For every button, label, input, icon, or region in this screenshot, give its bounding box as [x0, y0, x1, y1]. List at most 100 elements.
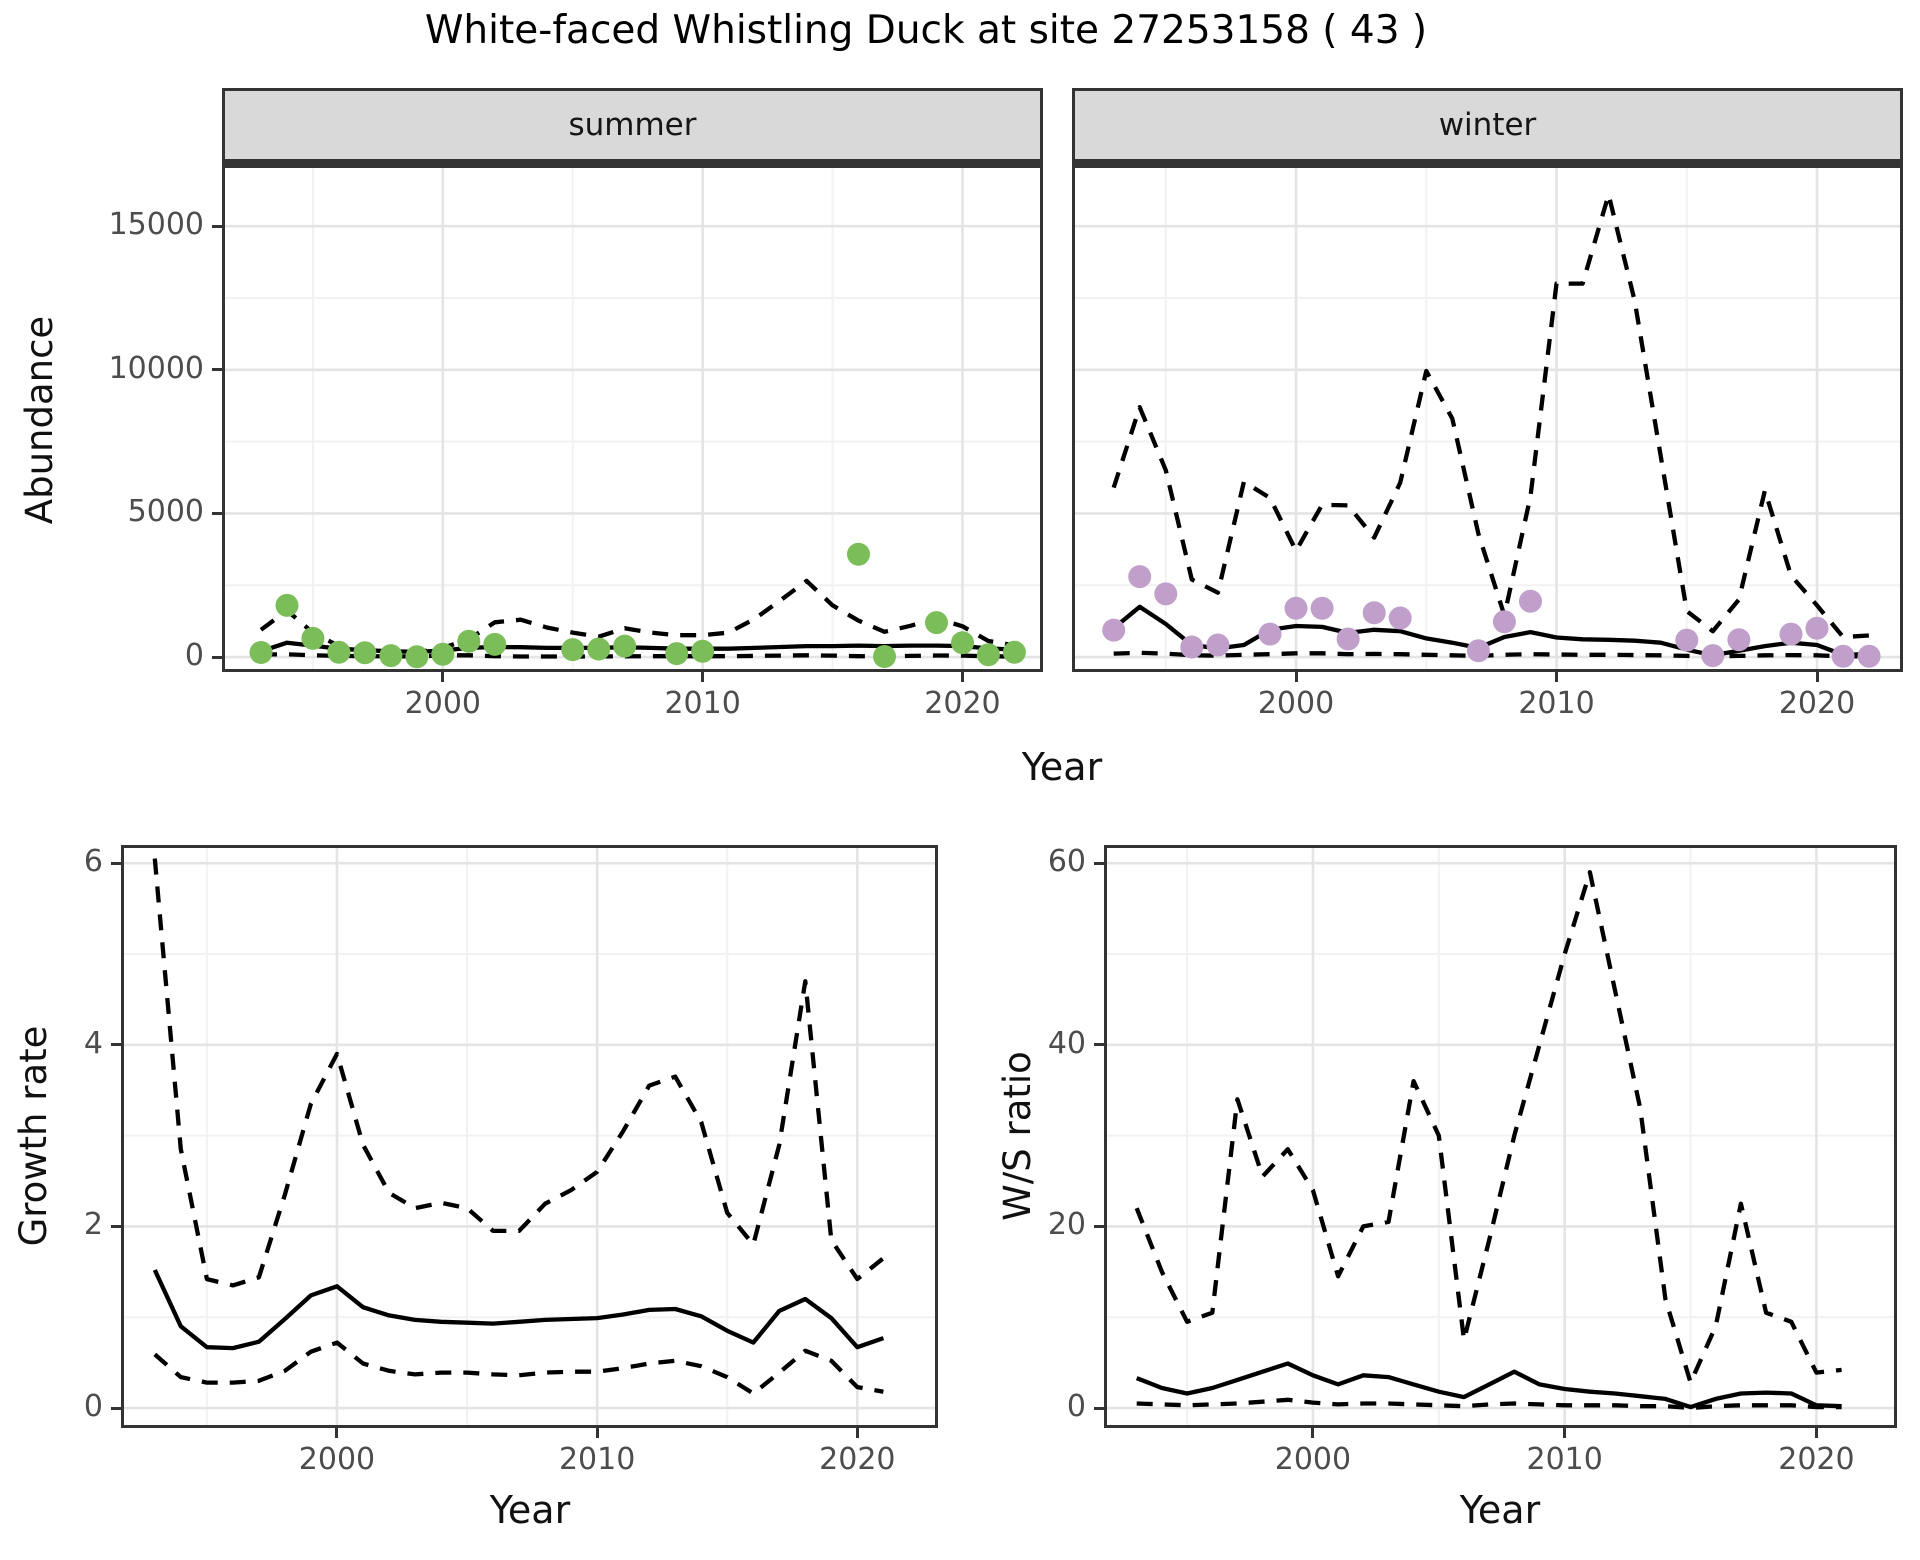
data-point [275, 593, 299, 617]
x-tick-label: 2010 [1526, 1442, 1603, 1477]
x-axis-tick [441, 672, 445, 682]
x-axis-tick [1555, 672, 1559, 682]
x-tick-label: 2020 [819, 1442, 896, 1477]
page-title: White-faced Whistling Duck at site 27253… [424, 8, 1428, 53]
data-point [483, 632, 507, 656]
data-point [1466, 639, 1490, 663]
data-point [1180, 635, 1204, 659]
lower-ci-line [1136, 1397, 1842, 1411]
data-point [1519, 589, 1542, 613]
y-tick-label: 0 [1066, 1389, 1086, 1425]
y-axis-tick [212, 224, 222, 228]
upper-ci-line [1111, 192, 1870, 640]
data-point [1206, 633, 1230, 657]
data-point [431, 642, 455, 666]
growth-rate-panel [121, 845, 938, 1428]
abundance-axis-title: Abundance [18, 315, 61, 525]
data-point [1154, 582, 1178, 606]
data-point [1492, 610, 1516, 634]
data-point [353, 641, 377, 665]
y-tick-label: 6 [83, 844, 103, 880]
x-axis-tick [1814, 1428, 1818, 1438]
data-point [379, 644, 403, 668]
upper-ci-line [1134, 870, 1842, 1385]
data-point [873, 645, 896, 668]
median-line [1135, 1361, 1842, 1410]
x-axis-tick [335, 1428, 339, 1438]
x-tick-label: 2000 [1274, 1442, 1352, 1477]
data-point [665, 642, 689, 666]
y-tick-label: 4 [83, 1025, 103, 1061]
data-point [1258, 622, 1282, 646]
x-axis-tick [1311, 1428, 1315, 1438]
y-axis-tick [1094, 1406, 1104, 1410]
x-tick-label: 2000 [1257, 686, 1335, 721]
x-tick-label: 2010 [558, 1442, 636, 1477]
x-tick-label: 2010 [664, 686, 741, 721]
y-axis-tick [111, 1224, 121, 1228]
data-point [925, 611, 948, 635]
data-point [1388, 606, 1412, 630]
data-point [1805, 616, 1829, 640]
data-point [1831, 644, 1855, 668]
x-axis-tick [855, 1428, 859, 1438]
y-tick-label: 15000 [108, 207, 204, 243]
facet-strip-winter: winter [1072, 88, 1903, 165]
data-point [457, 629, 481, 653]
data-point [1310, 596, 1334, 620]
panel-border [1104, 845, 1897, 1428]
data-point [301, 626, 325, 650]
data-point [1857, 644, 1881, 668]
data-point [405, 645, 429, 669]
median-line [152, 1269, 885, 1351]
x-axis-tick [1294, 672, 1298, 682]
data-point [691, 639, 715, 663]
panel-border [1072, 165, 1903, 672]
y-tick-label: 60 [1047, 844, 1086, 880]
y-axis-tick [212, 655, 222, 659]
x-tick-label: 2020 [1778, 1442, 1855, 1477]
y-axis-tick [111, 1043, 121, 1047]
panel-border [222, 165, 1043, 672]
top-year-axis-title: Year [1021, 745, 1103, 789]
data-point [1336, 627, 1360, 651]
data-point [561, 638, 585, 662]
y-axis-tick [1094, 1224, 1104, 1228]
upper-ci-line [152, 858, 885, 1288]
ws-ratio-panel [1104, 845, 1897, 1428]
data-point [587, 637, 611, 661]
facet-label-winter: winter [1438, 107, 1537, 143]
ws-year-axis-title: Year [1459, 1488, 1541, 1532]
y-axis-tick [1094, 1043, 1104, 1047]
data-point [1779, 622, 1803, 646]
data-point [951, 631, 974, 655]
y-axis-tick [1094, 861, 1104, 865]
y-tick-label: 5000 [127, 494, 204, 530]
x-tick-label: 2000 [298, 1442, 376, 1477]
x-tick-label: 2020 [1778, 686, 1856, 721]
data-point [1362, 601, 1386, 625]
x-tick-label: 2020 [924, 686, 1001, 721]
data-point [976, 643, 1000, 667]
panel-border [121, 845, 938, 1428]
y-axis-tick [212, 511, 222, 515]
y-axis-tick [212, 368, 222, 372]
y-tick-label: 40 [1047, 1025, 1086, 1061]
data-point [1727, 628, 1751, 652]
data-point [1701, 644, 1725, 668]
x-tick-label: 2000 [404, 686, 481, 721]
data-point [1675, 628, 1699, 652]
data-point [249, 641, 273, 664]
x-axis-tick [960, 672, 964, 682]
data-point [847, 542, 870, 566]
winter-abundance-panel [1072, 165, 1903, 672]
lower-ci-line [153, 1340, 884, 1396]
x-axis-tick [1815, 672, 1819, 682]
x-axis-tick [595, 1428, 599, 1438]
data-point [327, 640, 351, 664]
facet-strip-summer: summer [222, 88, 1043, 165]
y-tick-label: 10000 [108, 350, 204, 386]
y-tick-label: 0 [184, 638, 204, 674]
y-axis-tick [111, 1406, 121, 1410]
